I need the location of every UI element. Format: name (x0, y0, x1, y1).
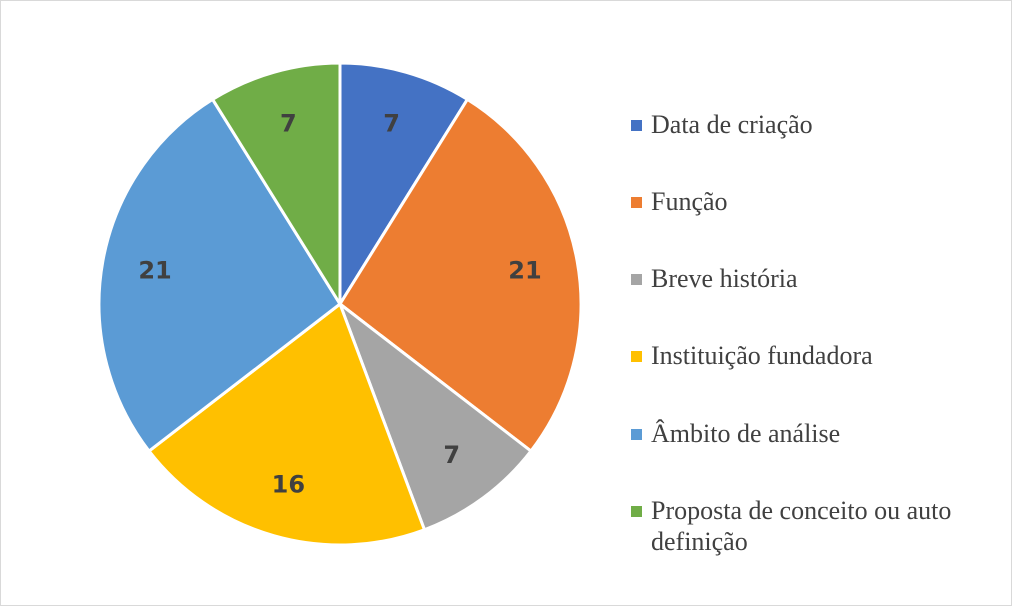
pie-slice-1 (338, 97, 583, 453)
legend-swatch-2 (631, 274, 642, 285)
legend-swatch-4 (631, 429, 642, 440)
legend-label: Data de criação (651, 110, 813, 139)
legend-label: Instituição fundadora (651, 341, 873, 370)
legend-label: Âmbito de análise (651, 419, 841, 448)
pie-slice-4 (97, 97, 342, 453)
pie-slice-2 (338, 302, 533, 532)
legend-label: Função (651, 187, 728, 216)
legend-label: Proposta de conceito ou auto definição (651, 496, 952, 556)
pie-slice-0 (338, 61, 469, 306)
legend-swatch-5 (631, 506, 642, 517)
legend-swatch-1 (631, 197, 642, 208)
data-label-5: 7 (280, 109, 297, 137)
legend-item-funcao: Função (631, 186, 996, 217)
data-label-1: 21 (508, 257, 541, 285)
data-label-2: 7 (443, 441, 460, 469)
legend-swatch-0 (631, 120, 642, 131)
pie-slice-3 (147, 302, 426, 547)
legend-item-breve-historia: Breve história (631, 263, 996, 294)
legend-item-ambito-de-analise: Âmbito de análise (631, 418, 996, 449)
legend-swatch-3 (631, 351, 642, 362)
data-label-4: 21 (138, 257, 171, 285)
legend-item-instituicao-fundadora: Instituição fundadora (631, 340, 996, 371)
data-label-3: 16 (272, 471, 305, 499)
data-label-0: 7 (383, 109, 400, 137)
legend-item-proposta-de-conceito: Proposta de conceito ou auto definição (631, 495, 996, 557)
legend-label: Breve história (651, 264, 798, 293)
legend-item-data-de-criacao: Data de criação (631, 109, 996, 140)
pie-slice-5 (211, 61, 342, 306)
